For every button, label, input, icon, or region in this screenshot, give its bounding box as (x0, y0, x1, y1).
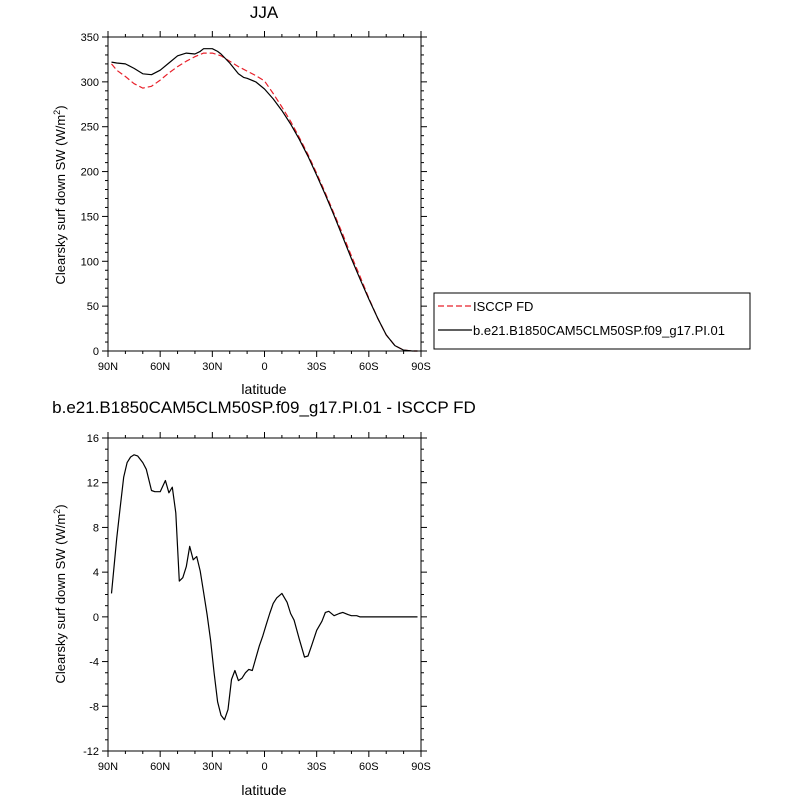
bottom-panel: b.e21.B1850CAM5CLM50SP.f09_g17.PI.01 - I… (52, 398, 476, 798)
bottom-x-tick-label: 60S (359, 761, 379, 773)
bottom-y-tick-label: 12 (87, 478, 99, 490)
top-y-tick-label: 50 (87, 301, 99, 313)
top-series-line-b-e21-b1850cam5clm50sp-f09-g17-pi-01 (111, 48, 418, 352)
top-x-axis-label: latitude (241, 381, 286, 397)
bottom-x-tick-label: 30S (307, 761, 327, 773)
bottom-x-tick-label: 30N (202, 761, 222, 773)
top-x-tick-label: 30S (307, 361, 327, 373)
bottom-y-tick-label: 0 (93, 612, 99, 624)
bottom-y-tick-label: 4 (93, 567, 99, 579)
bottom-y-tick-label: -8 (89, 701, 99, 713)
top-y-tick-label: 150 (81, 211, 99, 223)
bottom-series-line-series-0 (110, 454, 418, 721)
legend-box (433, 292, 751, 350)
bottom-plot-frame (107, 437, 422, 752)
legend-label-isccp: ISCCP FD (473, 299, 533, 314)
bottom-chart-title: b.e21.B1850CAM5CLM50SP.f09_g17.PI.01 - I… (52, 398, 476, 417)
top-y-axis-label: Clearsky surf down SW (W/m2) (52, 105, 68, 284)
top-y-tick-label: 350 (81, 32, 99, 44)
top-x-tick-label: 30N (202, 361, 222, 373)
top-y-tick-label: 250 (81, 122, 99, 134)
top-x-tick-label: 90N (98, 361, 118, 373)
top-x-tick-label: 90S (411, 361, 431, 373)
bottom-x-tick-label: 60N (150, 761, 170, 773)
top-series-line-isccp-fd (111, 52, 418, 352)
top-y-tick-label: 300 (81, 77, 99, 89)
bottom-y-tick-label: 8 (93, 522, 99, 534)
bottom-y-tick-label: -12 (83, 746, 99, 758)
bottom-x-tick-label: 0 (261, 761, 267, 773)
bottom-x-axis-label: latitude (241, 782, 286, 798)
top-chart-title: JJA (250, 3, 279, 22)
bottom-x-tick-label: 90N (98, 761, 118, 773)
bottom-y-axis-label: Clearsky surf down SW (W/m2) (52, 504, 68, 683)
top-x-tick-label: 60S (359, 361, 379, 373)
bottom-x-tick-label: 90S (411, 761, 431, 773)
bottom-y-tick-label: -4 (89, 657, 99, 669)
top-y-tick-label: 0 (93, 346, 99, 358)
top-plot-frame (107, 36, 422, 352)
top-y-tick-label: 200 (81, 167, 99, 179)
legend-label-model: b.e21.B1850CAM5CLM50SP.f09_g17.PI.01 (473, 323, 725, 338)
bottom-y-tick-label: 16 (87, 433, 99, 445)
top-y-tick-label: 100 (81, 256, 99, 268)
top-x-tick-label: 60N (150, 361, 170, 373)
legend: ISCCP FD b.e21.B1850CAM5CLM50SP.f09_g17.… (433, 292, 751, 350)
top-panel: JJA latitude Clearsky surf down SW (W/m2… (52, 3, 431, 397)
top-x-tick-label: 0 (261, 361, 267, 373)
